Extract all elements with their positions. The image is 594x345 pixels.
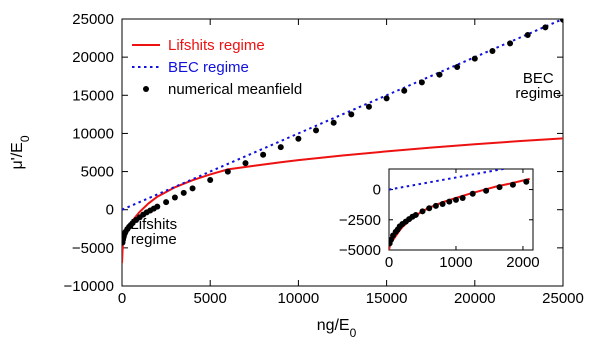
inset-numerical-meanfield-point [509, 181, 516, 188]
annotation-line: regime [131, 231, 177, 248]
x-axis-label-subscript: 0 [350, 326, 357, 340]
inset-numerical-meanfield-point [523, 178, 530, 185]
annotation-lifshits-regime: Lifshits regime [130, 216, 177, 248]
y-axis-label-subscript: 0 [18, 135, 32, 142]
main-x-tick-label: 0 [118, 290, 126, 307]
main-y-tick-label: −10000 [64, 278, 114, 295]
annotation-bec-regime: BEC regime [515, 70, 561, 102]
main-bec-regime-line [122, 19, 563, 211]
inset-numerical-meanfield-point [452, 196, 459, 203]
main-numerical-meanfield-point [189, 185, 196, 192]
x-axis-label-main: ng/E [317, 317, 350, 334]
main-numerical-meanfield-point [154, 203, 161, 210]
main-y-tick-label: 15000 [72, 87, 114, 104]
inset-x-tick-label: 2000 [506, 254, 539, 271]
main-x-tick-label: 15000 [366, 290, 408, 307]
main-series-group [122, 19, 563, 264]
inset-plot-frame [388, 168, 534, 251]
main-numerical-meanfield-point [365, 103, 372, 110]
y-axis-label: μ'/E0 [9, 135, 32, 169]
inset-x-tick-label: 0 [385, 254, 393, 271]
main-numerical-meanfield-point [418, 79, 425, 86]
main-x-tick-label: 10000 [278, 290, 320, 307]
inset-y-tick-label: 0 [373, 182, 381, 199]
main-numerical-meanfield-point [348, 111, 355, 118]
annotation-line: BEC [523, 70, 554, 87]
main-numerical-meanfield-point [277, 144, 284, 151]
main-numerical-meanfield-point [330, 119, 337, 126]
main-numerical-meanfield-point [295, 135, 302, 142]
inset-numerical-meanfield-point [496, 184, 503, 191]
main-numerical-meanfield-point [489, 48, 496, 55]
main-y-tick-label: 25000 [72, 11, 114, 28]
main-numerical-meanfield-point [524, 32, 531, 39]
inset-numerical-meanfield-point [483, 187, 490, 194]
main-numerical-meanfield-point [507, 40, 514, 47]
main-numerical-meanfield-point [454, 64, 461, 71]
inset-y-tick-label: −2500 [339, 212, 381, 229]
main-numerical-meanfield-point [207, 176, 214, 183]
main-x-tick-label: 20000 [454, 290, 496, 307]
legend: Lifshits regime BEC regime numerical meanf… [132, 37, 302, 98]
main-numerical-meanfield-point [180, 189, 187, 196]
annotation-line: regime [515, 85, 561, 102]
main-numerical-meanfield-point [224, 168, 231, 175]
inset-numerical-meanfield-point [432, 202, 439, 209]
legend-numerical-meanfield-label: numerical meanfield [168, 81, 302, 98]
y-axis-label-main: μ'/E [9, 142, 26, 169]
inset-numerical-meanfield-point [469, 190, 476, 197]
main-plot: 0 5000 10000 15000 20000 25000−10000−50000500… [9, 11, 584, 340]
main-numerical-meanfield-point [163, 199, 170, 206]
legend-numerical-meanfield-swatch [143, 86, 149, 92]
x-axis-label: ng/E0 [317, 317, 357, 340]
main-numerical-meanfield-point [242, 160, 249, 167]
inset-numerical-meanfield-point [446, 198, 453, 205]
main-numerical-meanfield-point [542, 24, 549, 31]
main-y-tick-label: 5000 [81, 164, 114, 181]
main-y-tick-label: 0 [106, 202, 114, 219]
inset-numerical-meanfield-point [419, 208, 426, 215]
main-numerical-meanfield-point [560, 19, 563, 23]
main-numerical-meanfield-point [313, 127, 320, 134]
inset-y-tick-label: −5000 [339, 242, 381, 259]
main-y-tick-label: −5000 [72, 240, 114, 257]
main-y-tick-label: 20000 [72, 49, 114, 66]
annotation-line: Lifshits [130, 216, 177, 233]
inset-series-group [389, 169, 530, 250]
inset-numerical-meanfield-point [412, 211, 419, 218]
main-numerical-meanfield-point [401, 87, 408, 94]
main-y-tick-label: 10000 [72, 125, 114, 142]
main-numerical-meanfield-point [471, 55, 478, 62]
inset-numerical-meanfield-point [426, 205, 433, 212]
main-numerical-meanfield-point [436, 71, 443, 78]
legend-bec-regime-label: BEC regime [168, 59, 249, 76]
main-numerical-meanfield-point [383, 95, 390, 102]
inset-x-tick-label: 1000 [439, 254, 472, 271]
inset-numerical-meanfield-point [439, 201, 446, 208]
main-x-tick-label: 25000 [542, 290, 584, 307]
main-numerical-meanfield-point [260, 151, 267, 158]
legend-lifshits-regime-label: Lifshits regime [168, 37, 265, 54]
main-numerical-meanfield-point [171, 194, 178, 201]
inset-numerical-meanfield-point [459, 195, 466, 202]
inset-plot: 0 1000 2000 −5000 −2500 0 [339, 168, 540, 271]
inset-bec-regime-line [389, 169, 509, 191]
main-x-tick-label: 5000 [194, 290, 227, 307]
